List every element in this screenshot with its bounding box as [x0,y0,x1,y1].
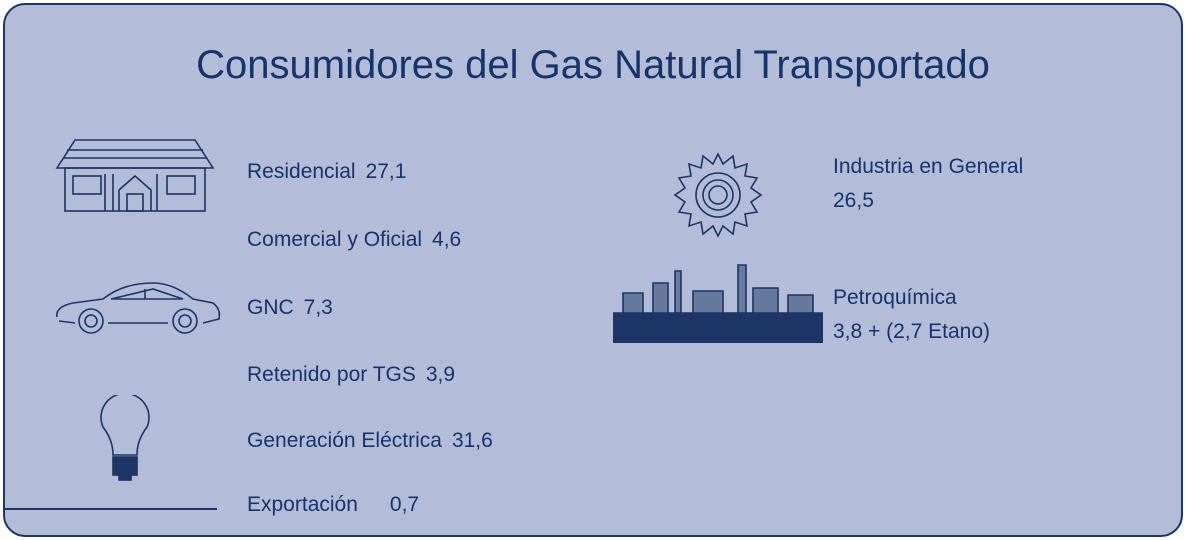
item-label: Generación Eléctrica [247,429,442,452]
item-value: 3,8 + (2,7 Etano) [833,320,991,343]
consumer-item: Exportación 0,7 [247,493,419,517]
house-icon [55,139,215,212]
consumer-item: Generación Eléctrica 31,6 [247,429,493,453]
consumer-item: GNC 7,3 [247,296,333,320]
consumer-item: Retenido por TGS 3,9 [247,363,455,387]
car-icon [56,282,221,334]
panel: Consumidores del Gas Natural Transportad… [3,3,1183,537]
divider-line [5,508,217,510]
gear-icon [673,152,763,238]
item-label: Industria en General [833,155,1024,178]
consumer-item: Residencial 27,1 [247,160,406,184]
item-label: Comercial y Oficial [247,228,423,251]
item-label: Residencial [247,160,356,183]
consumer-item: Comercial y Oficial 4,6 [247,228,461,252]
item-value: 31,6 [451,429,493,452]
consumer-item: Industria en General 26,5 [833,155,1023,213]
item-label: Petroquímica [833,286,957,309]
item-value: 27,1 [365,160,407,183]
item-label: Retenido por TGS [247,363,416,386]
title: Consumidores del Gas Natural Transportad… [196,43,990,87]
consumer-item: Petroquímica 3,8 + (2,7 Etano) [833,286,990,344]
item-value: 26,5 [833,189,874,212]
item-value: 0,7 [389,493,420,516]
bulb-icon [100,395,150,481]
item-value: 3,9 [425,363,456,386]
petrochemical-icon [613,264,823,343]
item-label: GNC [247,296,294,319]
item-label: Exportación [247,493,358,516]
item-value: 4,6 [432,228,462,251]
item-value: 7,3 [303,296,333,319]
